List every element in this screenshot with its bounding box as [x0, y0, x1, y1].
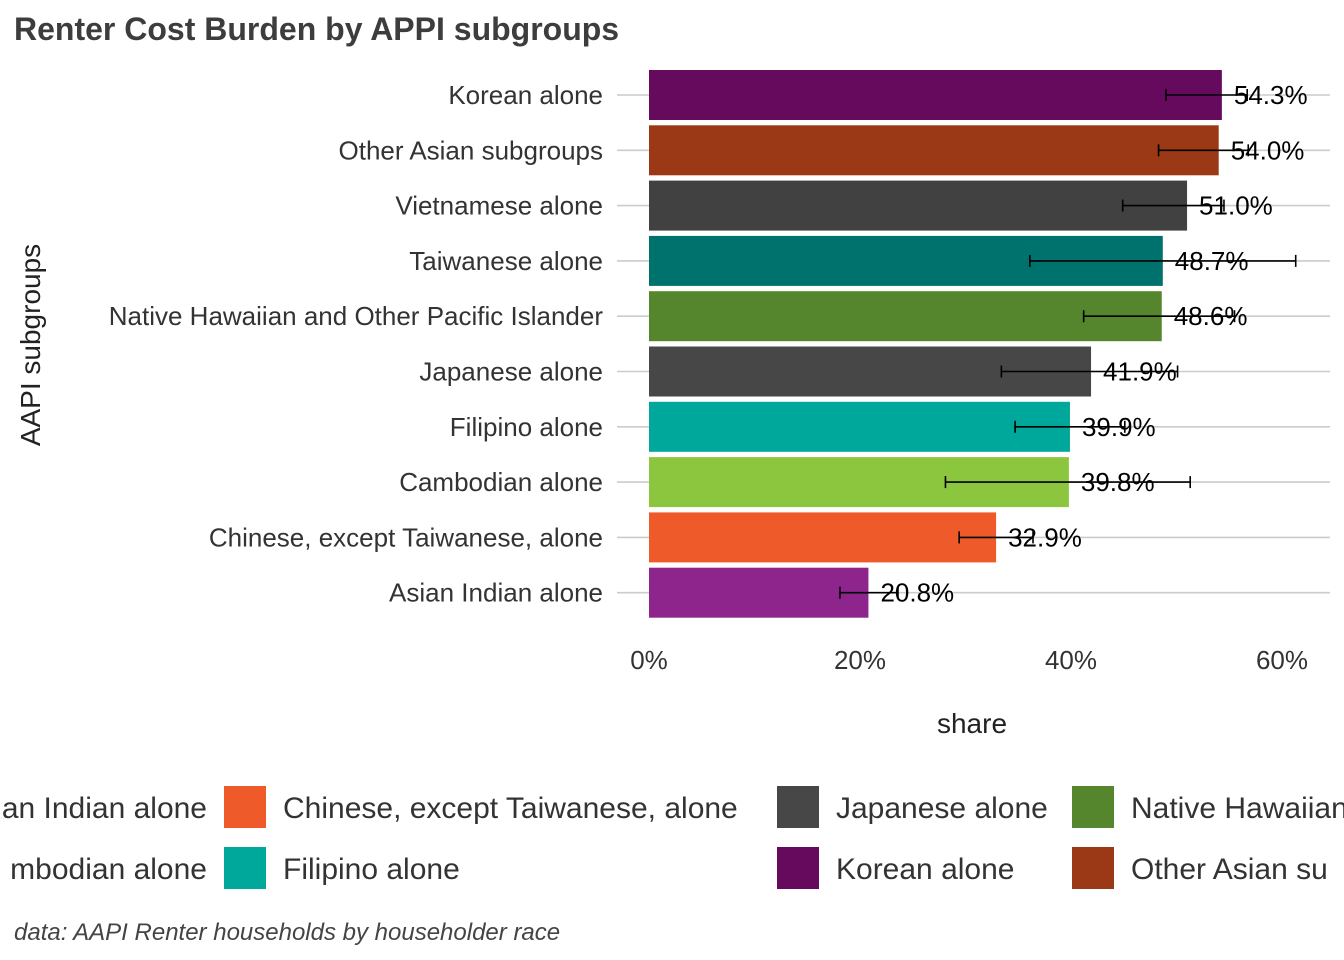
data-labels: 54.3% 54.0% 51.0% 48.7% 48.6% 41.9% 39.9% 39.8%… — [880, 80, 1307, 608]
legend-swatch — [777, 786, 819, 828]
data-label: 48.7% — [1175, 246, 1249, 276]
bar — [649, 401, 1070, 452]
bar — [649, 70, 1222, 120]
x-tick-label: 20% — [834, 645, 886, 675]
legend-swatch — [224, 786, 266, 828]
data-label: 54.0% — [1231, 135, 1305, 165]
x-tick-label: 0% — [630, 645, 668, 675]
error-bar — [1000, 365, 1179, 378]
y-tick-label: Chinese, except Taiwanese, alone — [209, 522, 603, 552]
legend-item: mbodian alone — [10, 853, 207, 886]
legend-item: Japanese alone — [777, 786, 1048, 828]
bar — [649, 291, 1162, 342]
x-axis-tick-labels: 0% 20% 40% 60% — [630, 645, 1308, 675]
legend-item: an Indian alone — [2, 792, 207, 825]
legend-item: Filipino alone — [224, 847, 460, 889]
bar — [649, 567, 869, 618]
bars — [649, 70, 1222, 618]
x-tick-label: 60% — [1256, 645, 1308, 675]
x-tick-label: 40% — [1045, 645, 1097, 675]
error-bar — [839, 586, 899, 599]
legend-label: Japanese alone — [836, 792, 1048, 825]
error-bar — [1082, 310, 1236, 323]
data-label: 54.3% — [1234, 80, 1308, 110]
x-axis-title: share — [937, 708, 1007, 739]
data-label: 32.9% — [1008, 522, 1082, 552]
y-axis-tick-labels: Korean alone Other Asian subgroups Vietnam… — [109, 80, 604, 608]
error-bar — [1165, 89, 1248, 101]
error-bar — [958, 531, 1034, 544]
data-label: 48.6% — [1174, 301, 1248, 331]
y-tick-label: Vietnamese alone — [395, 191, 603, 221]
legend: an Indian alone Chinese, except Taiwanese… — [2, 786, 1344, 889]
y-axis-title: AAPI subgroups — [15, 244, 46, 446]
caption: data: AAPI Renter households by househol… — [14, 919, 560, 946]
data-label: 39.9% — [1082, 412, 1156, 442]
bar — [649, 512, 997, 563]
y-tick-label: Native Hawaiian and Other Pacific Island… — [109, 301, 604, 331]
legend-label: mbodian alone — [10, 853, 207, 886]
legend-swatch — [1072, 847, 1114, 889]
data-label: 41.9% — [1103, 357, 1177, 387]
legend-label: an Indian alone — [2, 792, 207, 825]
y-tick-label: Japanese alone — [419, 357, 603, 387]
legend-item: Chinese, except Taiwanese, alone — [224, 786, 738, 828]
legend-swatch — [777, 847, 819, 889]
bar — [649, 125, 1219, 176]
legend-label: Filipino alone — [283, 853, 460, 886]
y-tick-label: Korean alone — [448, 80, 603, 110]
legend-label: Chinese, except Taiwanese, alone — [283, 792, 738, 825]
bar — [649, 180, 1188, 231]
y-tick-label: Taiwanese alone — [409, 246, 603, 276]
error-bar — [944, 476, 1192, 489]
error-bar — [1029, 254, 1297, 267]
legend-item: Korean alone — [777, 847, 1014, 889]
chart-title: Renter Cost Burden by APPI subgroups — [14, 11, 619, 47]
y-tick-label: Filipino alone — [450, 412, 603, 442]
error-bar — [1121, 199, 1225, 212]
y-tick-label: Cambodian alone — [399, 467, 603, 497]
legend-label: Korean alone — [836, 853, 1014, 886]
legend-item: Native Hawaiian — [1072, 786, 1344, 828]
data-label: 39.8% — [1081, 467, 1155, 497]
legend-item: Other Asian su — [1072, 847, 1328, 889]
legend-label: Other Asian su — [1131, 853, 1328, 886]
error-bar — [1014, 420, 1126, 433]
y-tick-label: Asian Indian alone — [389, 578, 603, 608]
error-bars — [839, 89, 1297, 599]
legend-swatch — [1072, 786, 1114, 828]
data-label: 51.0% — [1199, 191, 1273, 221]
y-tick-label: Other Asian subgroups — [339, 135, 604, 165]
error-bar — [1157, 144, 1250, 157]
data-label: 20.8% — [880, 578, 954, 608]
legend-swatch — [224, 847, 266, 889]
legend-label: Native Hawaiian — [1131, 792, 1344, 825]
